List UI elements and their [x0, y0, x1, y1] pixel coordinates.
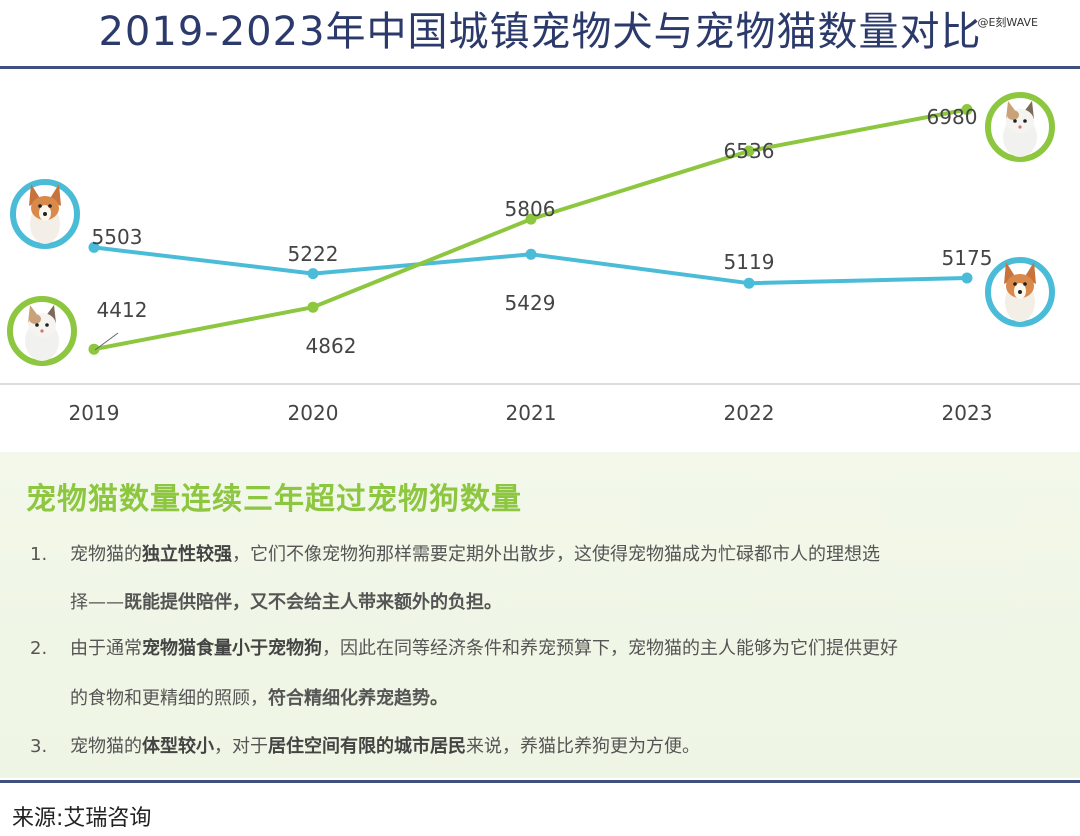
item-text: 择—— — [70, 592, 124, 613]
cat-data-point — [88, 343, 100, 355]
data-label-cat-2023: 6980 — [927, 105, 978, 129]
data-label-cat-2022: 6536 — [724, 139, 775, 163]
x-tick-label: 2020 — [288, 401, 339, 425]
list-item: 1. 宠物猫的独立性较强，它们不像宠物狗那样需要定期外出散步，这使得宠物猫成为忙碌… — [30, 530, 880, 580]
cat-data-point — [307, 301, 319, 313]
list-item: 2. 由于通常宠物猫食量小于宠物狗，因此在同等经济条件和养宠预算下，宠物猫的主人能… — [30, 624, 898, 674]
list-item-continuation: 择——既能提供陪伴，又不会给主人带来额外的负担。 — [70, 578, 502, 628]
data-label-cat-2021: 5806 — [505, 197, 556, 221]
x-tick-label: 2021 — [506, 401, 557, 425]
list-item-number: 1. — [30, 544, 48, 565]
item-text: 宠物猫的 — [70, 736, 142, 757]
item-text: 的食物和更精细的照顾， — [70, 688, 268, 709]
line-chart: 5503 5222 5429 5119 5175 4412 4862 5806 … — [0, 92, 1080, 425]
item-text: 由于通常 — [70, 638, 142, 659]
dog-data-point — [525, 248, 537, 260]
insight-panel: 宠物猫数量连续三年超过宠物狗数量 1. 宠物猫的独立性较强，它们不像宠物狗那样需要… — [0, 452, 1080, 778]
list-item: 3. 宠物猫的体型较小，对于居住空间有限的城市居民来说，养猫比养狗更为方便。 — [30, 722, 700, 772]
list-item-number: 2. — [30, 638, 48, 659]
cat-data-point — [743, 145, 755, 157]
dog-series-points — [88, 241, 973, 289]
item-text: 宠物猫的 — [70, 544, 142, 565]
x-axis-ticks: 2019 2020 2021 2022 2023 — [69, 401, 993, 425]
bottom-divider — [0, 780, 1080, 783]
cat-data-point — [961, 104, 973, 115]
dog-data-point — [743, 277, 755, 289]
cat-icon — [985, 92, 1055, 162]
cat-icon — [7, 296, 77, 366]
item-text: ，它们不像宠物狗那样需要定期外出散步，这使得宠物猫成为忙碌都市人的理想选 — [232, 544, 880, 565]
cat-series-points — [88, 104, 973, 355]
top-divider — [0, 66, 1080, 69]
panel-heading: 宠物猫数量连续三年超过宠物狗数量 — [26, 482, 522, 517]
item-emphasis: 既能提供陪伴，又不会给主人带来额外的负担。 — [124, 592, 502, 613]
item-emphasis: 体型较小 — [142, 736, 214, 757]
item-emphasis: 符合精细化养宠趋势。 — [268, 688, 448, 709]
data-label-dog-2023: 5175 — [942, 246, 993, 270]
data-label-dog-2019: 5503 — [92, 225, 143, 249]
x-tick-label: 2022 — [724, 401, 775, 425]
chart-title: 2019-2023年中国城镇宠物犬与宠物猫数量对比 — [98, 9, 982, 55]
label-leader-line — [94, 332, 119, 351]
x-tick-label: 2023 — [942, 401, 993, 425]
list-item-continuation: 的食物和更精细的照顾，符合精细化养宠趋势。 — [70, 674, 448, 724]
item-text: ，因此在同等经济条件和养宠预算下，宠物猫的主人能够为它们提供更好 — [322, 638, 898, 659]
cat-data-point — [525, 213, 537, 225]
dog-data-point — [307, 268, 319, 280]
data-label-dog-2022: 5119 — [724, 250, 775, 274]
watermark: @E刻WAVE — [977, 16, 1038, 29]
data-label-dog-2021: 5429 — [505, 291, 556, 315]
data-label-cat-2020: 4862 — [306, 334, 357, 358]
source-note: 来源:艾瑞咨询 — [12, 806, 152, 831]
x-tick-label: 2019 — [69, 401, 120, 425]
item-emphasis: 宠物猫食量小于宠物狗 — [142, 638, 322, 659]
dog-data-point — [88, 241, 100, 253]
item-emphasis: 独立性较强 — [142, 544, 232, 565]
corgi-dog-icon — [10, 179, 80, 249]
item-text: 来说，养猫比养狗更为方便。 — [466, 736, 700, 757]
dog-data-point — [961, 272, 973, 284]
item-emphasis: 居住空间有限的城市居民 — [268, 736, 466, 757]
data-label-cat-2019: 4412 — [97, 298, 148, 322]
item-text: ，对于 — [214, 736, 268, 757]
data-label-dog-2020: 5222 — [288, 242, 339, 266]
corgi-dog-icon — [985, 257, 1055, 327]
list-item-number: 3. — [30, 736, 48, 757]
